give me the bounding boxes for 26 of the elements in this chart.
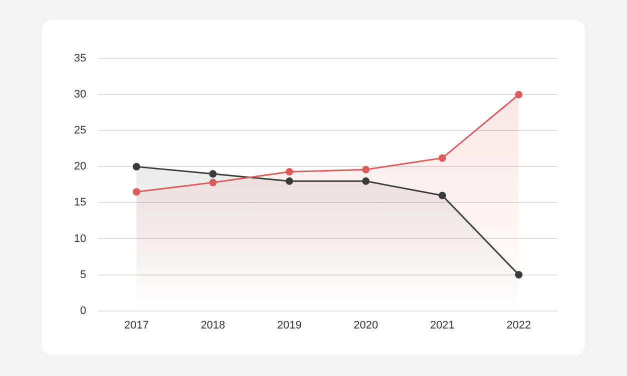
- x-tick-label: 2021: [430, 319, 455, 332]
- point: [209, 170, 217, 178]
- y-tick-label: 5: [80, 268, 86, 281]
- y-tick-label: 10: [74, 232, 86, 245]
- point: [438, 192, 446, 200]
- point: [362, 166, 370, 174]
- point: [132, 188, 140, 196]
- x-tick-label: 2018: [200, 319, 226, 332]
- x-tick-label: 2019: [277, 319, 302, 332]
- point: [209, 178, 217, 186]
- x-tick-label: 2017: [124, 319, 149, 332]
- point: [515, 90, 523, 98]
- point: [515, 271, 523, 279]
- x-tick-label: 2022: [506, 319, 532, 332]
- y-tick-label: 0: [80, 304, 86, 317]
- y-tick-label: 15: [74, 196, 86, 209]
- point: [132, 162, 140, 170]
- y-tick-label: 30: [74, 88, 86, 101]
- y-tick-label: 35: [74, 52, 86, 65]
- y-tick-label: 25: [74, 124, 86, 137]
- point: [362, 177, 370, 185]
- x-tick-label: 2020: [354, 319, 378, 332]
- point: [286, 168, 294, 176]
- point: [438, 154, 446, 162]
- y-tick-label: 20: [74, 160, 86, 173]
- point: [286, 177, 294, 185]
